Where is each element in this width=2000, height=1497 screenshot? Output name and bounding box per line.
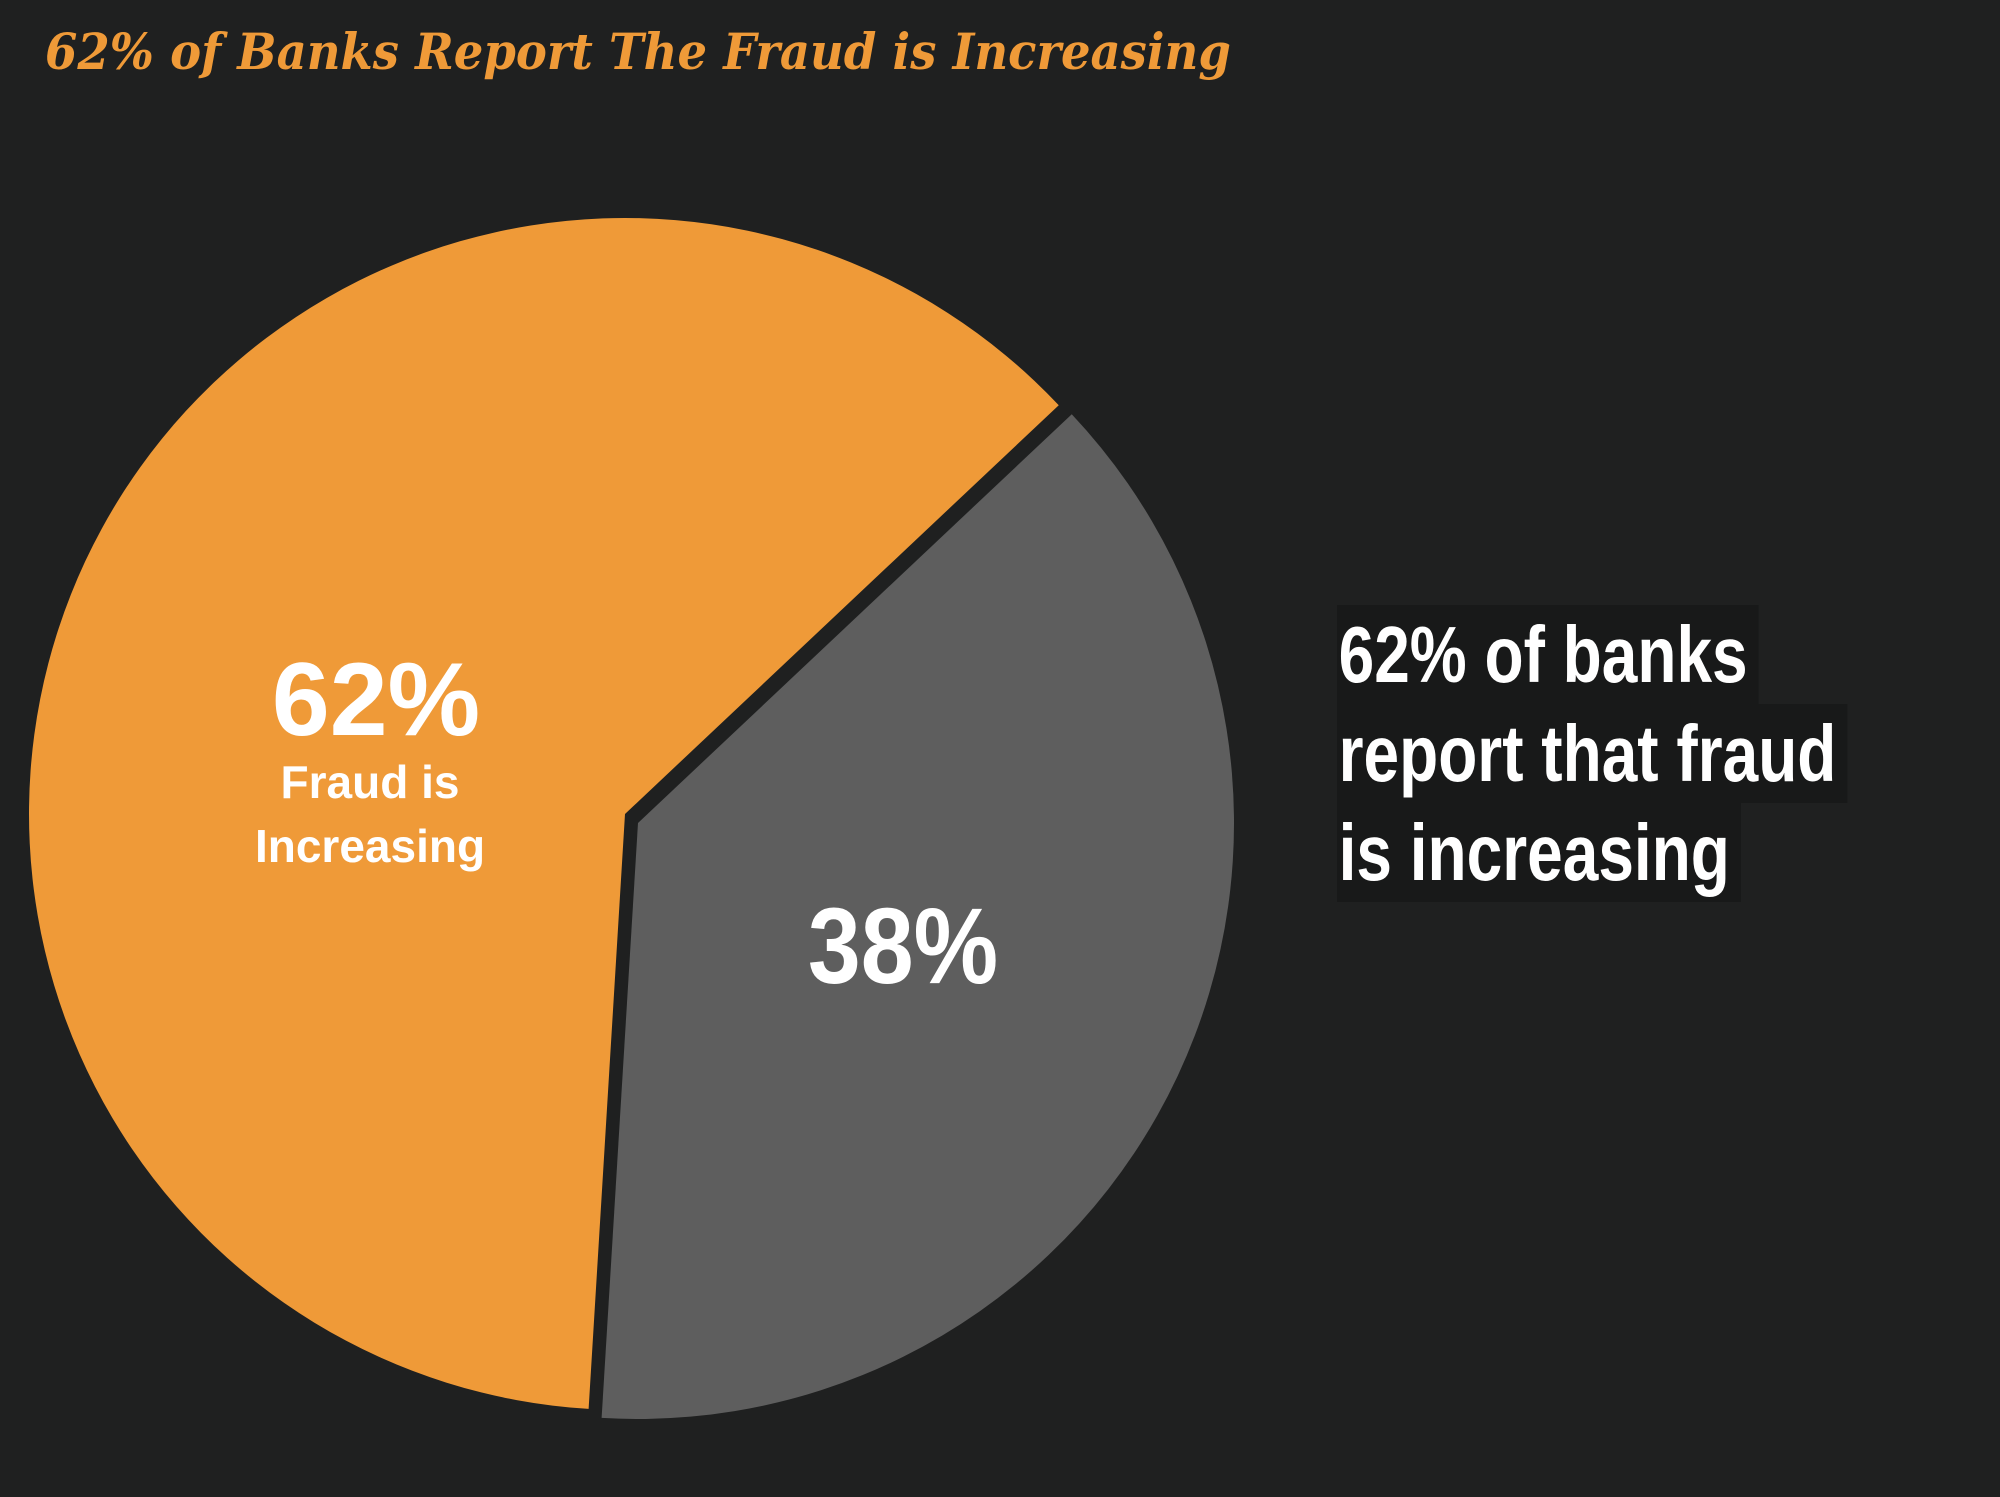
pie-slice-fraud-increasing bbox=[29, 217, 1059, 1409]
slice-value-label-62: 62% bbox=[272, 642, 480, 758]
pie-slice-other bbox=[601, 414, 1235, 1419]
annotation-callout: 62% of banks report that fraud is increa… bbox=[1337, 605, 1848, 902]
slice-value-label-38: 38% bbox=[808, 885, 998, 1006]
slice-name-label-line2: Increasing bbox=[255, 820, 485, 872]
annotation-line: is increasing bbox=[1337, 803, 1742, 902]
annotation-line: 62% of banks bbox=[1337, 605, 1759, 704]
slice-name-label-line1: Fraud is bbox=[281, 756, 460, 808]
annotation-line: report that fraud bbox=[1337, 704, 1848, 803]
chart-title: 62% of Banks Report The Fraud is Increas… bbox=[45, 22, 1231, 81]
